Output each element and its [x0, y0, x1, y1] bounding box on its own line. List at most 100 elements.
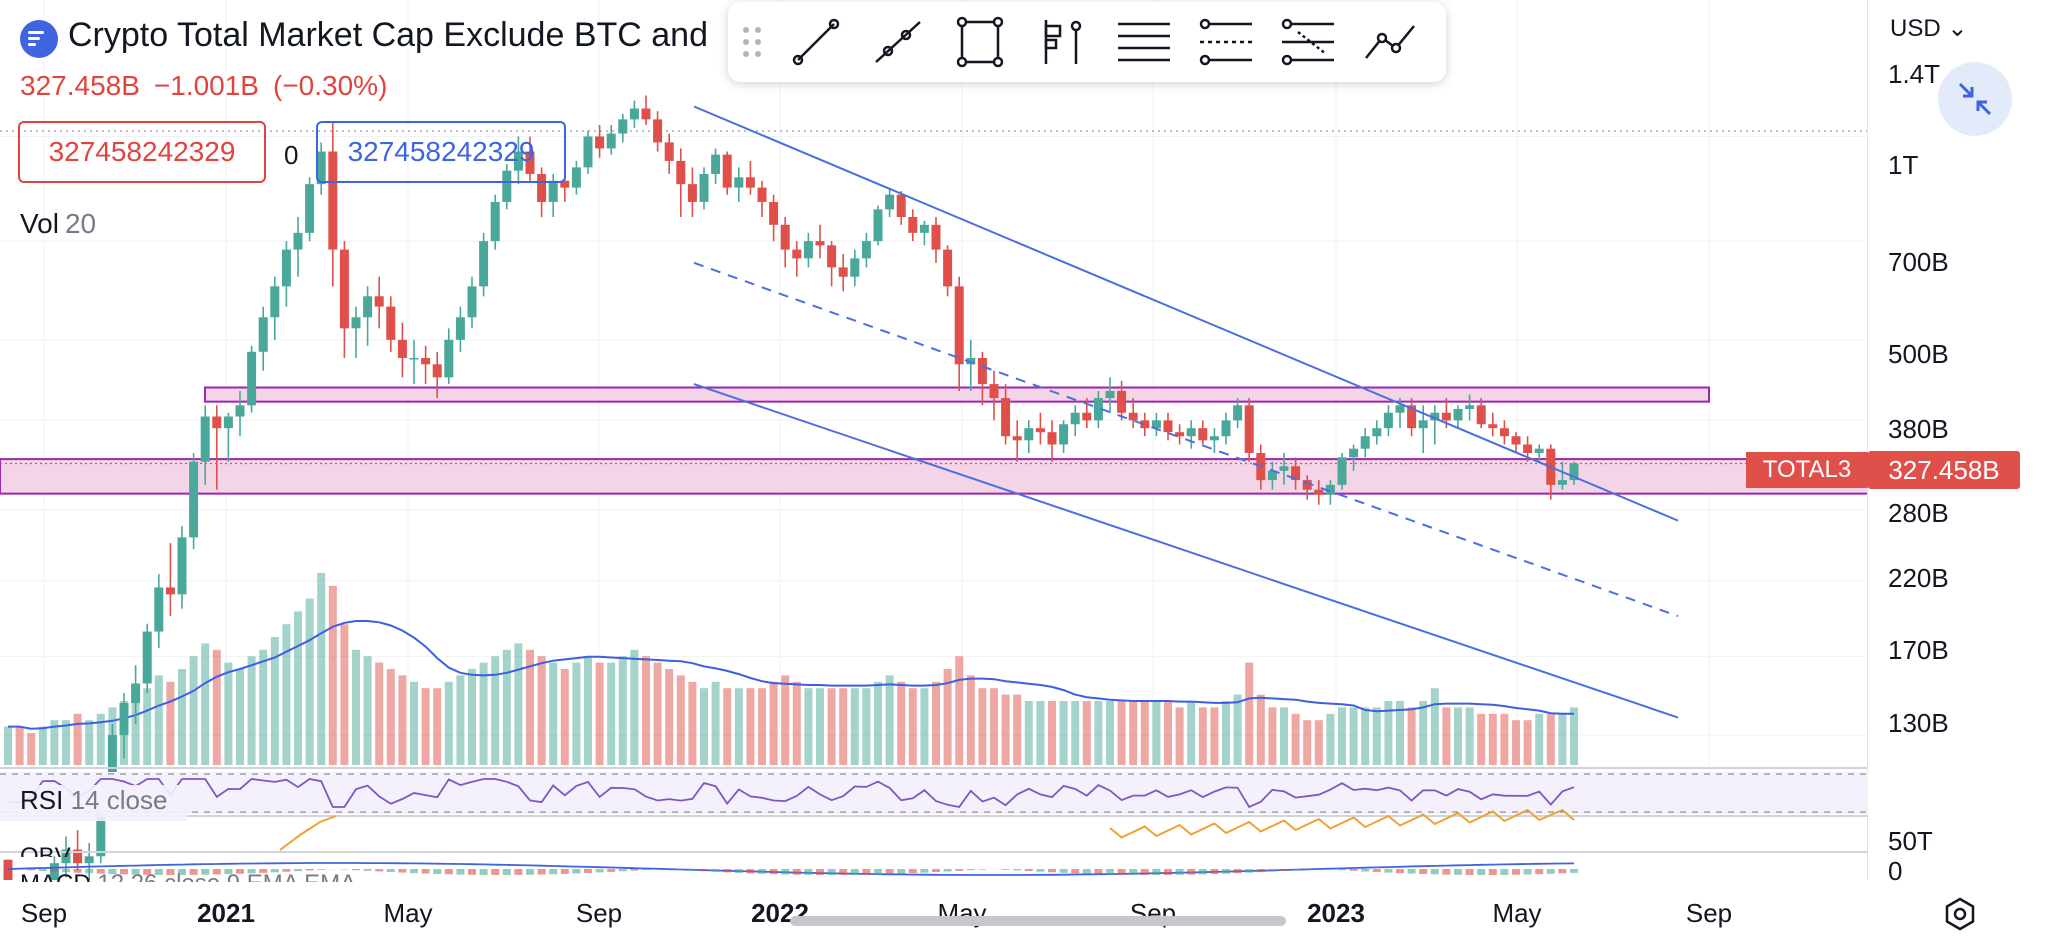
- macd-histogram-bar: [166, 869, 175, 875]
- macd-histogram-bar: [978, 869, 987, 870]
- volume-bar: [1222, 701, 1230, 765]
- volume-bar: [572, 662, 581, 765]
- volume-bar: [1419, 701, 1428, 765]
- horizontal-lines-icon[interactable]: [1114, 14, 1174, 70]
- volume-bar: [1140, 701, 1149, 765]
- macd-histogram-bar: [50, 869, 59, 872]
- macd-histogram-bar: [1001, 869, 1010, 870]
- volume-bar: [1129, 701, 1138, 765]
- candle-body: [1221, 420, 1231, 437]
- candle-body: [629, 108, 639, 120]
- volume-bar: [874, 681, 882, 765]
- macd-histogram-bar: [1164, 869, 1172, 875]
- macd-histogram-bar: [955, 869, 964, 871]
- candle-body: [711, 154, 721, 174]
- candle-body: [421, 357, 431, 365]
- macd-histogram-bar: [433, 869, 442, 874]
- price-axis-label: 380B: [1888, 414, 1949, 444]
- macd-histogram-bar: [1303, 869, 1312, 870]
- candle-body: [699, 173, 709, 202]
- volume-bar: [1570, 707, 1578, 765]
- chart-canvas[interactable]: [0, 0, 1868, 880]
- candle-body: [154, 587, 164, 632]
- symbol-logo: [20, 20, 58, 58]
- candle-body: [1140, 420, 1150, 429]
- macd-histogram-bar: [1152, 869, 1161, 875]
- macd-histogram-bar: [456, 869, 465, 875]
- macd-histogram-bar: [595, 869, 604, 873]
- time-axis-label: 2023: [1307, 898, 1365, 928]
- volume-bar: [1477, 713, 1486, 765]
- ask-value-box[interactable]: 327458242329: [316, 121, 566, 183]
- currency-selector[interactable]: USD ⌄: [1890, 14, 1967, 43]
- volume-bar: [711, 681, 720, 765]
- drag-handle-icon[interactable]: [740, 24, 764, 60]
- candle-body: [676, 160, 686, 185]
- candle-body: [861, 241, 871, 259]
- obv-legend[interactable]: OBV: [20, 843, 71, 857]
- volume-bar: [1094, 701, 1103, 765]
- rsi-legend[interactable]: RSI 14 close: [0, 785, 188, 821]
- candle-body: [1395, 405, 1405, 413]
- trend-line-icon[interactable]: [786, 14, 846, 70]
- volume-bar: [1512, 720, 1520, 765]
- macd-histogram-bar: [224, 869, 233, 875]
- macd-histogram-bar: [178, 869, 186, 875]
- volume-bar: [1372, 707, 1381, 765]
- macd-histogram-bar: [618, 869, 627, 872]
- candle-body: [966, 357, 976, 365]
- collapse-icon: [1958, 82, 1992, 116]
- candle-body: [386, 306, 396, 340]
- path-icon[interactable]: [1360, 14, 1420, 70]
- volume-bar: [700, 688, 708, 765]
- volume-bar: [468, 669, 476, 765]
- ray-icon[interactable]: [868, 14, 928, 70]
- bid-value-box[interactable]: 327458242329: [18, 121, 266, 183]
- candle-body: [803, 241, 813, 259]
- candle-body: [247, 351, 257, 406]
- volume-bar: [1198, 707, 1207, 765]
- macd-histogram-bar: [1036, 869, 1045, 872]
- volume-legend[interactable]: Vol 20: [20, 208, 96, 240]
- volume-bar: [305, 598, 314, 765]
- macd-histogram-bar: [1419, 869, 1428, 875]
- volume-bar: [827, 688, 836, 765]
- fib-retracement-icon[interactable]: [1278, 14, 1338, 70]
- rectangle-icon[interactable]: [950, 14, 1010, 70]
- candle-body: [977, 357, 987, 385]
- volume-bar: [781, 675, 790, 765]
- candle-body: [1523, 444, 1533, 453]
- parallel-channel-icon[interactable]: [1196, 14, 1256, 70]
- volume-bar: [491, 656, 500, 765]
- volume-bar: [1349, 707, 1358, 765]
- candle-body: [1244, 405, 1254, 453]
- macd-histogram-bar: [1326, 869, 1335, 870]
- macd-histogram-bar: [444, 869, 453, 875]
- candle-body: [931, 224, 941, 250]
- volume-bar: [224, 662, 233, 765]
- collapse-button[interactable]: [1938, 62, 2012, 136]
- indicator-axis-label: 50T: [1888, 826, 1933, 856]
- volume-bar: [1384, 701, 1393, 765]
- long-position-icon[interactable]: [1032, 14, 1092, 70]
- candle-body: [1128, 412, 1138, 421]
- candle-body: [328, 151, 338, 250]
- candle-body: [131, 683, 141, 704]
- candle-body: [745, 177, 755, 188]
- chart-pane[interactable]: [0, 0, 1868, 880]
- macd-legend[interactable]: MACD 12 26 close 9 EMA EMA: [20, 872, 356, 882]
- time-axis-label: Sep: [575, 898, 623, 928]
- volume-bar: [1013, 694, 1022, 765]
- settings-icon[interactable]: [1942, 896, 1978, 932]
- volume-bar: [792, 681, 801, 765]
- candle-body: [73, 849, 83, 864]
- symbol-title[interactable]: Crypto Total Market Cap Exclude BTC and: [68, 16, 708, 54]
- macd-histogram-bar: [804, 869, 813, 875]
- time-scrollbar[interactable]: [790, 916, 1286, 926]
- spread-value: 0: [284, 140, 299, 170]
- macd-histogram-bar: [746, 869, 755, 874]
- macd-histogram-bar: [839, 869, 848, 875]
- volume-bar: [421, 688, 430, 765]
- volume-bar: [1036, 701, 1045, 765]
- price-change-percent: (−0.30%): [273, 70, 388, 101]
